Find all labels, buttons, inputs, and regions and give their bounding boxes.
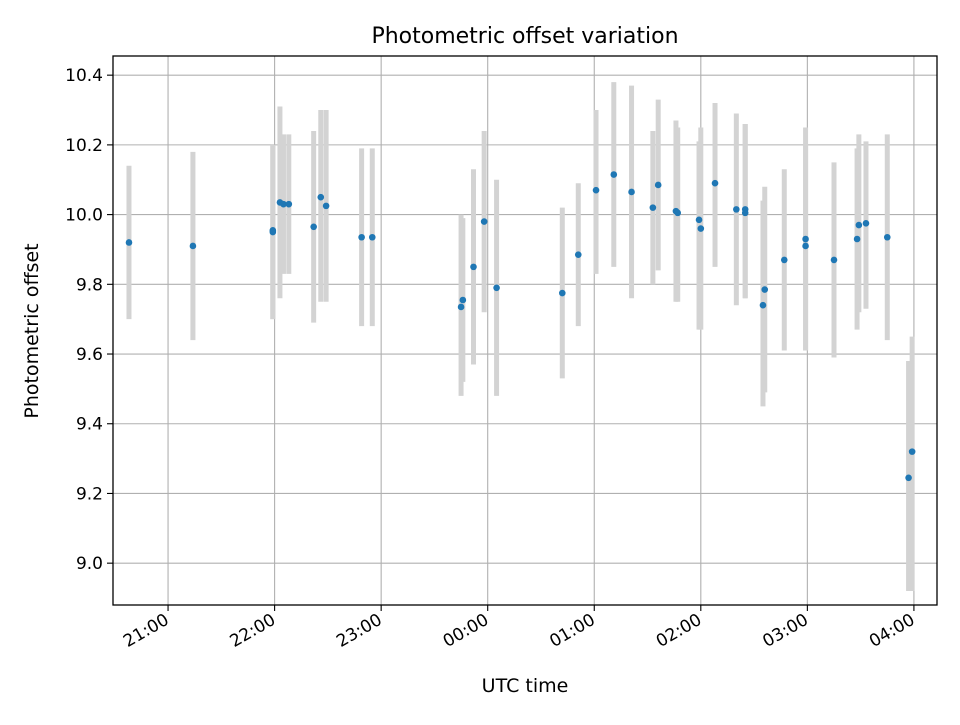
data-point	[189, 242, 197, 250]
data-point	[457, 303, 465, 311]
data-point	[368, 233, 376, 241]
y-tick-label: 9.8	[76, 275, 103, 295]
data-point	[280, 200, 287, 208]
chart-title: Photometric offset variation	[371, 24, 678, 49]
data-point	[905, 474, 912, 482]
data-point	[317, 193, 325, 201]
data-point	[697, 225, 705, 232]
plot-frame	[112, 55, 938, 606]
data-point	[780, 256, 788, 264]
data-point	[908, 448, 916, 455]
data-point	[654, 181, 662, 189]
data-point	[470, 263, 477, 271]
y-tick-label: 9.4	[76, 415, 103, 435]
data-point	[883, 233, 891, 241]
data-point	[674, 209, 682, 217]
data-point	[761, 286, 769, 293]
data-point	[853, 235, 861, 243]
x-axis-label: UTC time	[482, 675, 569, 697]
data-point	[574, 251, 582, 258]
data-point	[711, 179, 719, 187]
data-point	[125, 239, 133, 246]
data-point	[610, 171, 618, 178]
data-point	[285, 200, 293, 208]
data-point	[695, 216, 703, 224]
data-point	[733, 206, 740, 213]
y-tick-label: 9.2	[76, 484, 103, 504]
data-point	[855, 221, 863, 229]
y-tick-label: 9.6	[76, 345, 103, 365]
data-point	[802, 242, 809, 250]
data-point	[592, 186, 600, 194]
data-point	[830, 256, 838, 264]
data-point	[310, 223, 317, 231]
data-point	[759, 301, 767, 309]
y-tick-label: 10.0	[65, 206, 103, 226]
data-point	[493, 284, 500, 292]
y-axis-label: Photometric offset	[21, 243, 43, 418]
grid	[113, 56, 937, 605]
data-point	[558, 289, 566, 297]
data-point	[480, 218, 488, 225]
y-axis-ticks: 9.0 9.2 9.4 9.6 9.8 10.0 10.2 10.4	[65, 66, 113, 574]
data-point	[459, 296, 467, 304]
y-tick-label: 10.4	[65, 66, 103, 86]
data-point	[862, 220, 870, 227]
data-point	[802, 235, 809, 243]
data-point	[628, 188, 635, 196]
y-tick-label: 10.2	[65, 136, 103, 156]
y-tick-label: 9.0	[76, 554, 103, 574]
data-point	[269, 226, 277, 234]
data-point	[649, 204, 657, 211]
data-points	[125, 171, 916, 482]
data-point	[741, 209, 749, 217]
data-point	[322, 202, 330, 210]
data-point	[358, 233, 365, 241]
